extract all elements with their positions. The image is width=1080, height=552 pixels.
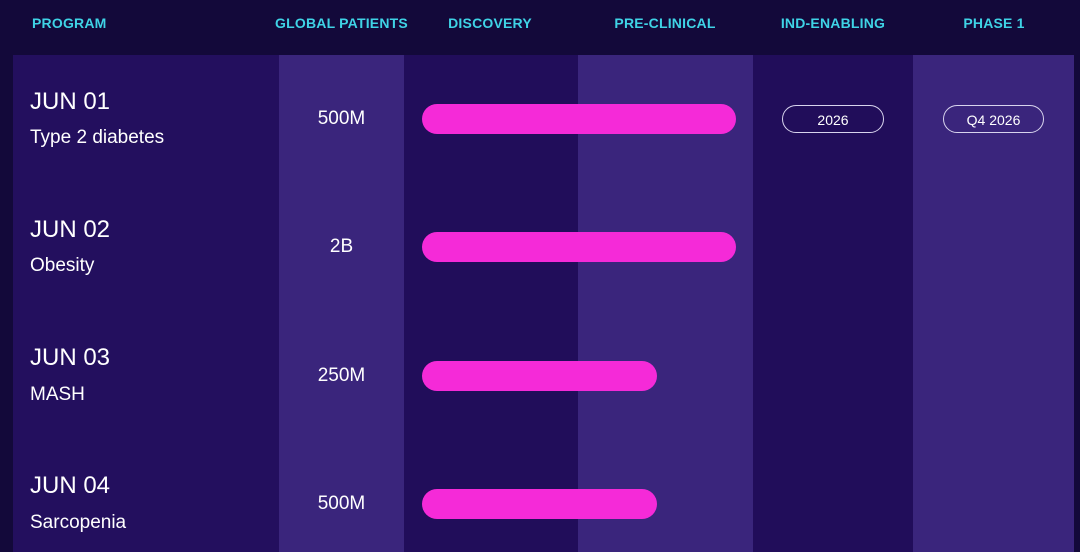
- ind-enabling-column-bg: [753, 55, 913, 552]
- progress-bar: [422, 232, 736, 262]
- header-phase1: PHASE 1: [963, 15, 1025, 31]
- global-patients-value: 500M: [317, 493, 366, 514]
- program-name: MASH: [30, 384, 85, 405]
- program-code: JUN 04: [30, 472, 111, 499]
- program-code: JUN 01: [30, 88, 111, 115]
- phase1-date-pill: Q4 2026: [943, 105, 1044, 133]
- global-patients-value: 250M: [317, 365, 366, 386]
- progress-bar: [422, 361, 658, 391]
- ind-enabling-date-pill: 2026: [782, 105, 884, 133]
- program-column-bg: [13, 55, 279, 552]
- progress-bar: [422, 489, 658, 519]
- program-name: Type 2 diabetes: [30, 127, 165, 148]
- progress-bar: [422, 104, 736, 134]
- program-code: JUN 02: [30, 216, 111, 243]
- header-discovery: DISCOVERY: [448, 15, 532, 31]
- header-ind-enabling: IND-ENABLING: [780, 15, 886, 31]
- discovery-column-bg: [404, 55, 578, 552]
- patients-column-bg: [279, 55, 404, 552]
- program-name: Sarcopenia: [30, 512, 127, 533]
- preclinical-column-bg: [578, 55, 753, 552]
- phase1-column-bg: [913, 55, 1074, 552]
- global-patients-value: 2B: [329, 236, 354, 257]
- global-patients-value: 500M: [317, 108, 366, 129]
- header-global-patients: GLOBAL PATIENTS: [275, 15, 408, 31]
- header-pre-clinical: PRE-CLINICAL: [614, 15, 716, 31]
- program-name: Obesity: [30, 255, 95, 276]
- header-program: PROGRAM: [32, 15, 107, 31]
- program-code: JUN 03: [30, 344, 111, 371]
